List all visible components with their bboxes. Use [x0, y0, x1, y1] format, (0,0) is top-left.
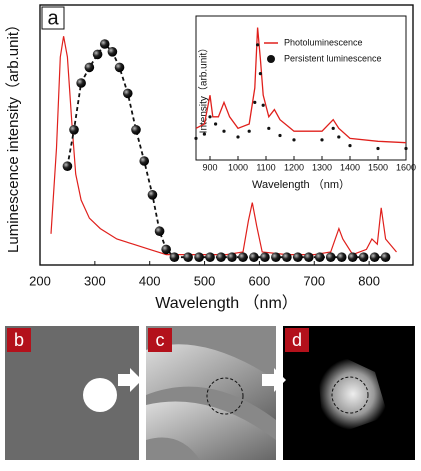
x-tick-label: 1600	[396, 162, 416, 172]
x-axis-label: Wavelength （nm）	[252, 178, 350, 191]
series-line	[195, 27, 407, 144]
data-point	[84, 62, 95, 73]
x-tick-label: 1000	[228, 162, 248, 172]
data-point	[292, 138, 296, 142]
data-point	[222, 129, 226, 133]
data-point	[282, 252, 292, 262]
data-point	[76, 78, 86, 88]
x-tick-label: 1500	[368, 162, 388, 172]
data-point	[99, 39, 110, 49]
data-point	[331, 126, 335, 130]
data-point	[320, 138, 324, 142]
data-point	[238, 252, 248, 262]
panel-label: d	[292, 330, 302, 350]
x-tick-label: 300	[84, 273, 106, 288]
data-point	[169, 252, 180, 262]
data-point	[236, 135, 240, 139]
data-point	[267, 126, 271, 130]
data-point	[227, 252, 237, 262]
data-point	[154, 226, 165, 236]
dashed-circle	[331, 376, 369, 414]
x-tick-label: 1400	[340, 162, 360, 172]
panel-label: b	[14, 330, 24, 350]
white-disc	[83, 378, 117, 412]
glow	[318, 358, 388, 430]
data-point	[208, 115, 212, 119]
panel-label-box	[7, 328, 31, 352]
data-point	[183, 252, 193, 262]
arrow	[118, 368, 142, 392]
data-point	[404, 146, 408, 151]
data-point	[325, 252, 336, 262]
x-tick-label: 400	[139, 273, 161, 288]
data-point	[249, 252, 259, 262]
x-tick-label: 1300	[312, 162, 332, 172]
x-tick-label: 200	[29, 273, 51, 288]
panel-label: a	[47, 7, 59, 29]
data-point	[314, 252, 325, 262]
x-axis-label: Wavelength （nm）	[155, 294, 298, 312]
legend-swatch	[267, 55, 275, 63]
x-tick-label: 600	[249, 273, 271, 288]
data-point	[278, 133, 282, 138]
data-point	[92, 49, 103, 60]
data-point	[253, 100, 257, 104]
x-tick-label: 1200	[284, 162, 304, 172]
x-tick-label: 700	[303, 273, 325, 288]
legend-label: Photoluminescence	[284, 37, 363, 47]
data-point	[337, 135, 341, 139]
panel-label-box	[41, 6, 65, 30]
data-point	[202, 132, 206, 136]
photo-panels: b c d	[5, 326, 415, 460]
panel-label-box	[148, 328, 172, 352]
finger	[146, 344, 276, 420]
series-line	[66, 42, 386, 259]
data-point	[114, 62, 125, 73]
data-point	[380, 252, 391, 262]
data-point	[216, 252, 226, 262]
data-point	[214, 122, 218, 126]
data-point	[271, 252, 281, 262]
x-tick-label: 1100	[256, 162, 275, 172]
legend-label: Persistent luminescence	[284, 53, 382, 63]
x-tick-label: 800	[358, 273, 380, 288]
data-point	[347, 252, 358, 262]
y-axis-label: Intensity（arb.unit）	[198, 43, 210, 134]
data-point	[376, 146, 380, 151]
data-point	[261, 103, 265, 107]
data-point	[69, 125, 79, 135]
x-tick-label: 500	[194, 273, 216, 288]
dashed-circle	[206, 377, 244, 415]
data-point	[62, 161, 73, 171]
y-axis-label: Luminescence intensity（arb.unit）	[5, 17, 22, 253]
finger	[146, 401, 276, 460]
data-point	[303, 252, 314, 262]
data-point	[336, 252, 347, 262]
data-point	[369, 252, 380, 262]
data-point	[131, 125, 141, 135]
data-point	[122, 88, 133, 99]
data-point	[358, 252, 369, 262]
data-point	[147, 190, 158, 200]
data-point	[161, 244, 171, 255]
data-point	[348, 144, 352, 148]
data-point	[258, 72, 262, 76]
data-point	[293, 252, 303, 262]
panel-label-box	[285, 328, 309, 352]
data-point	[194, 252, 204, 262]
data-point	[205, 252, 215, 262]
data-point	[107, 47, 118, 57]
panel-label: c	[156, 330, 165, 350]
data-point	[247, 129, 251, 133]
data-point	[256, 43, 260, 47]
data-point	[139, 156, 150, 166]
arrow	[262, 368, 286, 392]
inset-frame	[195, 15, 407, 161]
data-point	[260, 252, 270, 262]
x-tick-label: 900	[202, 162, 217, 172]
data-point	[194, 136, 198, 140]
